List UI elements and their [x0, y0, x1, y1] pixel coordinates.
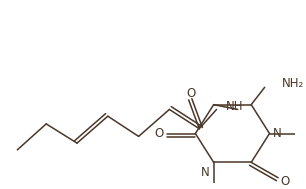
Text: O: O [154, 127, 163, 140]
Text: O: O [280, 175, 289, 188]
Text: N: N [201, 166, 210, 179]
Text: O: O [186, 87, 195, 100]
Text: NH: NH [226, 100, 244, 113]
Text: NH₂: NH₂ [282, 77, 304, 90]
Text: N: N [273, 127, 282, 140]
